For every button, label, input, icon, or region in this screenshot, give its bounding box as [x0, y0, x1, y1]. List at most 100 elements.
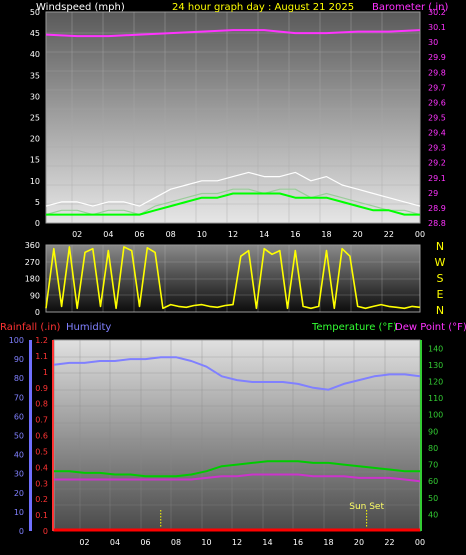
event-markers [160, 510, 368, 528]
rainfall-y-tick: 0 [43, 527, 48, 536]
wind-x-tick: 00 [415, 230, 425, 239]
rain-grid [54, 340, 420, 531]
temperature-y-tick: 40 [428, 510, 438, 519]
rainfall-y-tick: 0.5 [35, 447, 48, 456]
rain-x-tick: 06 [140, 538, 150, 547]
direction-y-tick: 270 [25, 258, 40, 267]
humidity-y-tick: 70 [14, 393, 24, 402]
rain-x-tick: 20 [354, 538, 364, 547]
rain-x-tick: 16 [293, 538, 303, 547]
barometer-y-tick: 28.9 [428, 204, 446, 213]
temperature-y-tick: 100 [428, 411, 443, 420]
rain-x-tick: 02 [79, 538, 89, 547]
wind-y-tick: 15 [30, 156, 40, 165]
wind-x-tick: 22 [384, 230, 394, 239]
temperature-axis: 140 130 120 110 100 90 80 70 60 50 40 [428, 344, 443, 519]
rain-x-tick: 18 [323, 538, 333, 547]
wind-y-tick: 20 [30, 135, 40, 144]
dew-point-line [54, 473, 421, 483]
wind-x-tick: 14 [259, 230, 269, 239]
windspeed-axis-label: Windspeed (mph) [36, 2, 125, 13]
direction-y-tick: 0 [35, 308, 40, 317]
barometer-axis-label: Barometer (.in) [372, 2, 448, 13]
temperature-y-tick: 110 [428, 394, 443, 403]
temperature-y-tick: 60 [428, 477, 438, 486]
rainfall-y-tick: 1 [43, 368, 48, 377]
rainfall-y-tick: 0.7 [35, 416, 48, 425]
compass-label: W [435, 256, 446, 269]
rain-x-tick: 00 [415, 538, 425, 547]
wind-x-tick: 08 [166, 230, 176, 239]
direction-y-tick: 180 [25, 275, 40, 284]
rain-x-tick: 22 [384, 538, 394, 547]
rainfall-axis-bar [52, 340, 54, 531]
direction-left-axis: 360 270 180 90 0 [25, 241, 40, 317]
barometer-y-tick: 30.2 [428, 8, 446, 17]
humidity-y-tick: 50 [14, 432, 24, 441]
temperature-y-tick: 50 [428, 494, 438, 503]
wind-gust-line [45, 171, 421, 207]
barometer-y-tick: 28.8 [428, 219, 446, 228]
wind-speed-line [45, 188, 421, 216]
wind-y-tick: 25 [30, 114, 40, 123]
wind-y-tick: 30 [30, 92, 40, 101]
wind-x-tick: 06 [134, 230, 144, 239]
wind-x-tick: 04 [103, 230, 113, 239]
barometer-y-tick: 29.7 [428, 83, 446, 92]
rainfall-legend: Rainfall (.in) [0, 322, 61, 333]
rainfall-y-tick: 0.3 [35, 479, 48, 488]
barometer-y-tick: 29.9 [428, 53, 446, 62]
rain-x-tick: 14 [262, 538, 272, 547]
rain-x-tick: 12 [232, 538, 242, 547]
wind-x-tick: 12 [228, 230, 238, 239]
wind-grid [46, 12, 420, 223]
temperature-axis-bar [420, 340, 422, 531]
rain-x-axis: 02 04 06 08 10 12 14 16 18 20 22 00 [79, 538, 425, 547]
wind-plot-background [45, 11, 421, 224]
barometer-y-tick: 30.1 [428, 23, 446, 32]
wind-series-layer [45, 29, 421, 216]
humidity-axis-bar [29, 340, 32, 531]
rainfall-y-tick: 0.1 [35, 511, 48, 520]
barometer-y-tick: 29.8 [428, 68, 446, 77]
barometer-y-tick: 29.5 [428, 114, 446, 123]
direction-grid [46, 245, 420, 312]
wind-x-tick: 16 [290, 230, 300, 239]
barometer-y-tick: 29 [428, 189, 438, 198]
rainfall-y-tick: 0.8 [35, 400, 48, 409]
barometer-y-tick: 29.4 [428, 129, 446, 138]
rainfall-y-tick: 0.4 [35, 463, 48, 472]
wind-direction-line [45, 246, 421, 310]
wind-y-tick: 5 [35, 198, 40, 207]
humidity-y-tick: 0 [19, 527, 24, 536]
humidity-line [53, 356, 421, 391]
rain-x-tick: 08 [171, 538, 181, 547]
barometer-right-axis: 30.2 30.1 30 29.9 29.8 29.7 29.6 29.5 29.4 29.3 29… [428, 8, 446, 228]
humidity-y-tick: 60 [14, 412, 24, 421]
humidity-y-tick: 40 [14, 451, 24, 460]
rainfall-y-tick: 1.1 [35, 352, 48, 361]
compass-label: S [437, 272, 444, 285]
barometer-y-tick: 29.2 [428, 159, 446, 168]
direction-series-layer [45, 246, 421, 310]
compass-label: N [436, 240, 444, 253]
wind-y-tick: 45 [30, 29, 40, 38]
barometer-y-tick: 30 [428, 38, 438, 47]
wind-y-tick: 40 [30, 50, 40, 59]
temperature-line [54, 460, 420, 478]
temperature-y-tick: 70 [428, 461, 438, 470]
humidity-legend: Humidity [66, 322, 111, 333]
temperature-legend: Temperature (°F) [311, 322, 397, 333]
humidity-y-tick: 80 [14, 374, 24, 383]
compass-label: N [436, 304, 444, 317]
wind-x-tick: 10 [197, 230, 207, 239]
rainfall-y-tick: 1.2 [35, 336, 48, 345]
sun-set-annotation: Sun Set [349, 502, 384, 512]
humidity-y-tick: 30 [14, 470, 24, 479]
rainfall-y-tick: 0.2 [35, 495, 48, 504]
temperature-y-tick: 130 [428, 361, 443, 370]
